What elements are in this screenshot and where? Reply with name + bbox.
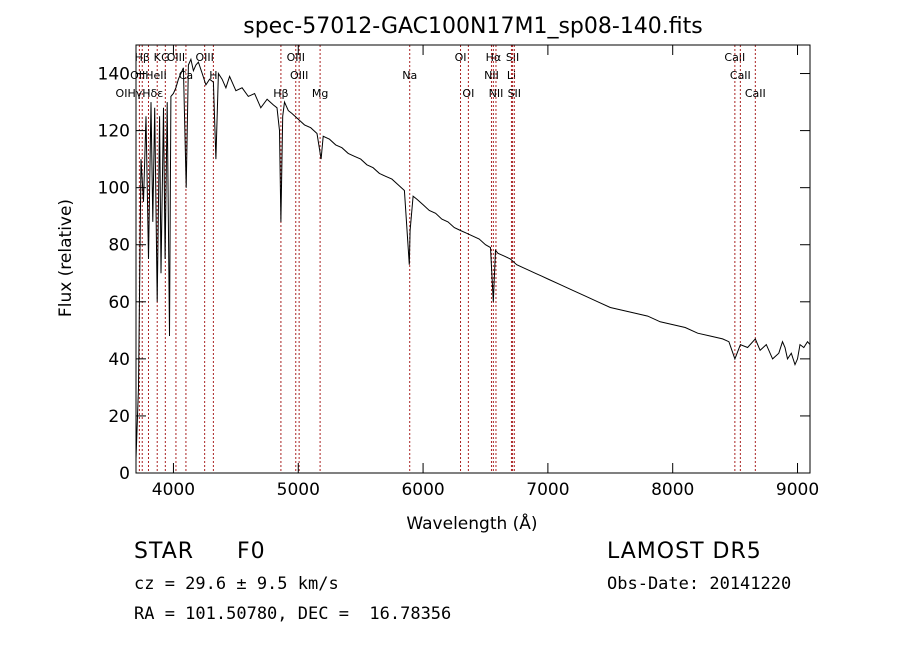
spectral-line-label: NII [489,87,504,100]
y-tick-label: 80 [108,236,130,256]
spectral-line-label: OIII [287,51,305,64]
x-axis-label: Wavelength (Å) [406,512,537,534]
spectral-line-label: OIHγHδε [116,87,164,100]
survey-name: LAMOST DR5 [607,539,762,564]
coordinates: RA = 101.50780, DEC = 16.78356 [134,604,452,624]
y-tick-label: 60 [108,293,130,313]
spectral-line-label: OI [462,87,474,100]
y-tick-label: 40 [108,350,130,370]
spectral-line-label: OI [455,51,467,64]
spectral-line-label: OIII [167,51,185,64]
x-tick-label: 8000 [651,480,694,500]
spectral-line-label: Ca [179,69,193,82]
redshift-value: cz = 29.6 ± 9.5 km/s [134,574,339,594]
x-tick-label: 4000 [152,480,195,500]
object-subclass: F0 [237,539,266,564]
y-tick-label: 120 [98,122,130,142]
spectral-line-label: K [154,51,162,64]
spectral-line-label: OIII [195,51,213,64]
spectral-line-label: SII [506,51,519,64]
spectral-line-label: CaII [730,69,751,82]
spectral-line-label: Na [402,69,417,82]
object-class: STAR [134,539,195,564]
spectral-line-label: SII [508,87,521,100]
x-tick-label: 9000 [776,480,819,500]
x-tick-label: 5000 [277,480,320,500]
y-tick-label: 140 [98,65,130,85]
spectral-line-label: Hβ [135,51,150,64]
spectral-line-label: OIII [290,69,308,82]
chart-title: spec-57012-GAC100N17M1_sp08-140.fits [243,14,703,39]
y-axis: 0 20 40 60 80 100 120 140 [98,65,810,484]
spectral-line-label: Mg [312,87,328,100]
spectral-line-label: G [161,51,170,64]
plot-frame [135,44,811,474]
y-tick-label: 100 [98,179,130,199]
spectral-line-label: Li [507,69,516,82]
spectral-line-label: CaII [745,87,766,100]
y-tick-label: 0 [119,464,130,484]
x-axis: 4000 5000 6000 7000 8000 9000 [152,45,819,500]
spectral-line-label: H [209,69,217,82]
x-tick-label: 7000 [526,480,569,500]
y-axis-label: Flux (relative) [56,199,76,317]
spectral-line-label: Hα [486,51,502,64]
spectral-line-label: Hβ [273,87,288,100]
y-tick-label: 20 [108,407,130,427]
spectral-line-label: CaII [724,51,745,64]
spectral-line-label: NII [484,69,499,82]
spectrum-line [135,57,811,459]
x-tick-label: 6000 [401,480,444,500]
observation-date: Obs-Date: 20141220 [607,574,792,594]
